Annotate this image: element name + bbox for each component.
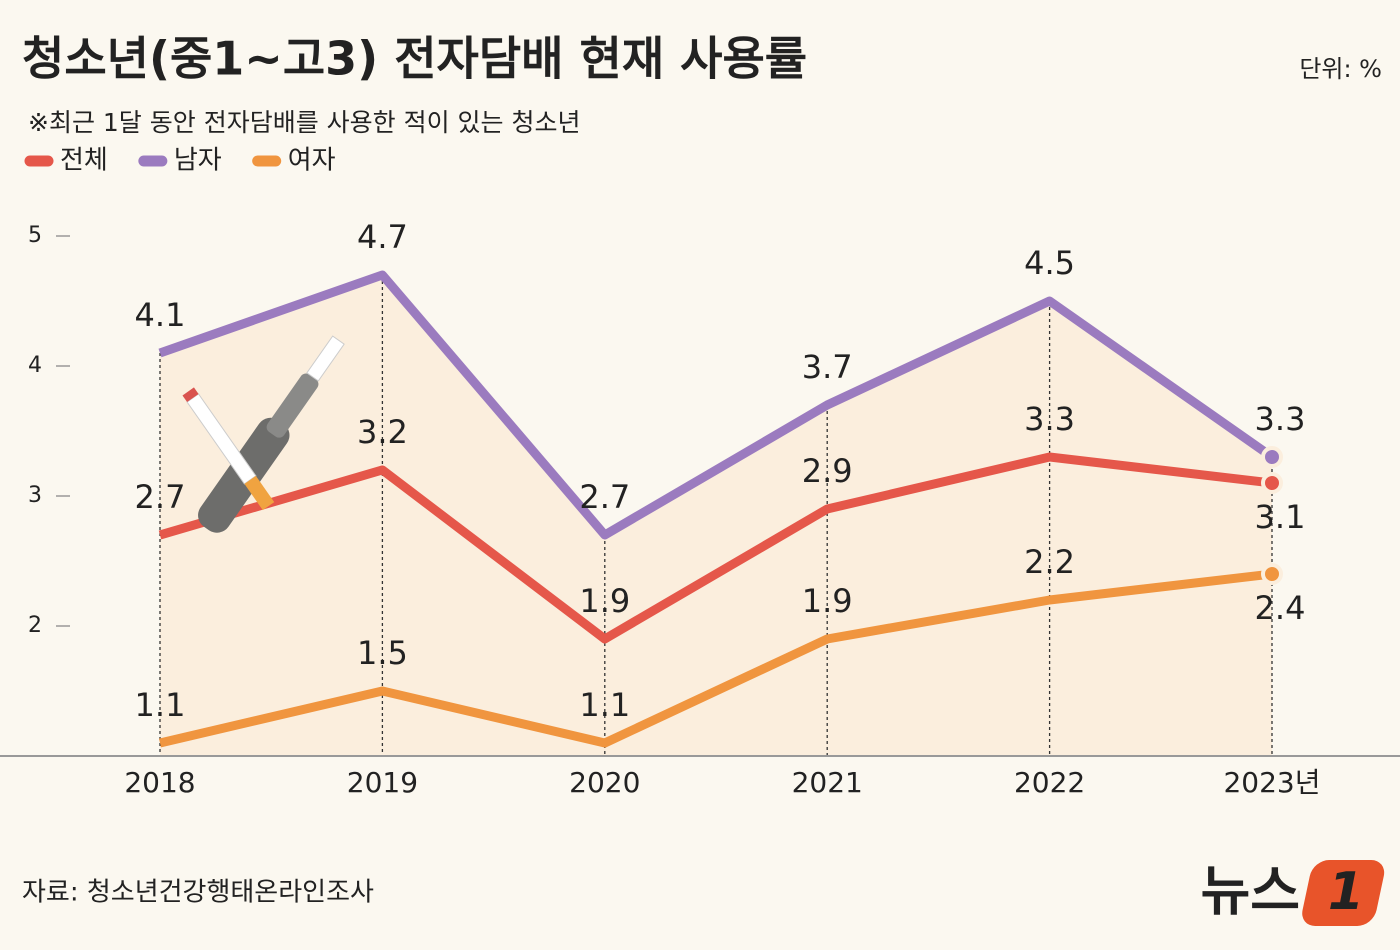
value-label: 1.5 xyxy=(357,634,408,672)
value-label: 1.1 xyxy=(579,686,630,724)
end-marker xyxy=(1261,472,1283,494)
source: 자료: 청소년건강행태온라인조사 xyxy=(22,878,374,908)
x-tick-label: 2019 xyxy=(347,766,418,799)
y-tick-label: 4 xyxy=(28,353,42,378)
value-label: 3.3 xyxy=(1255,400,1306,438)
value-label: 3.7 xyxy=(802,348,853,386)
x-tick-label: 2022 xyxy=(1014,766,1085,799)
legend-label: 남자 xyxy=(174,146,222,176)
logo-badge xyxy=(1302,860,1385,926)
value-label: 1.9 xyxy=(579,582,630,620)
x-tick-label: 2021 xyxy=(792,766,863,799)
y-tick-label: 5 xyxy=(28,223,42,248)
value-label: 3.1 xyxy=(1255,498,1306,536)
value-label: 2.7 xyxy=(579,478,630,516)
value-label: 3.3 xyxy=(1024,400,1075,438)
series-line xyxy=(158,270,1275,540)
subtitle: ※최근 1달 동안 전자담배를 사용한 적이 있는 청소년 xyxy=(28,108,580,137)
legend-label: 전체 xyxy=(60,146,108,176)
end-marker xyxy=(1261,563,1283,585)
x-tick-label: 2020 xyxy=(569,766,640,799)
logo-badge-text: 1 xyxy=(1328,862,1364,922)
value-label: 2.7 xyxy=(135,478,186,516)
value-label: 1.1 xyxy=(135,686,186,724)
value-label: 3.2 xyxy=(357,413,408,451)
end-marker xyxy=(1261,446,1283,468)
series-line xyxy=(158,452,1273,644)
unit-label: 단위: % xyxy=(1299,55,1382,83)
value-label: 4.1 xyxy=(135,296,186,334)
value-label: 2.2 xyxy=(1024,543,1075,581)
y-tick-label: 3 xyxy=(28,483,42,508)
chart-title: 청소년(중1~고3) 전자담배 현재 사용률 xyxy=(22,32,807,86)
x-tick-label: 2018 xyxy=(124,766,195,799)
x-tick-label: 2023년 xyxy=(1223,766,1320,799)
illustration xyxy=(182,335,345,533)
legend-label: 여자 xyxy=(288,146,336,176)
series-line xyxy=(158,569,1273,748)
area xyxy=(160,275,1272,756)
plot: 전체 남자 여자 2 3 4 5 2018 2019 2020 2021 2022 2023년 2.7 3.… xyxy=(24,146,1321,799)
value-label: 2.4 xyxy=(1255,589,1306,627)
value-label: 4.7 xyxy=(357,218,408,256)
value-label: 2.9 xyxy=(802,452,853,490)
value-label: 4.5 xyxy=(1024,244,1075,282)
value-label: 1.9 xyxy=(802,582,853,620)
logo-text: 뉴스 xyxy=(1201,860,1300,923)
y-tick-label: 2 xyxy=(28,613,42,638)
